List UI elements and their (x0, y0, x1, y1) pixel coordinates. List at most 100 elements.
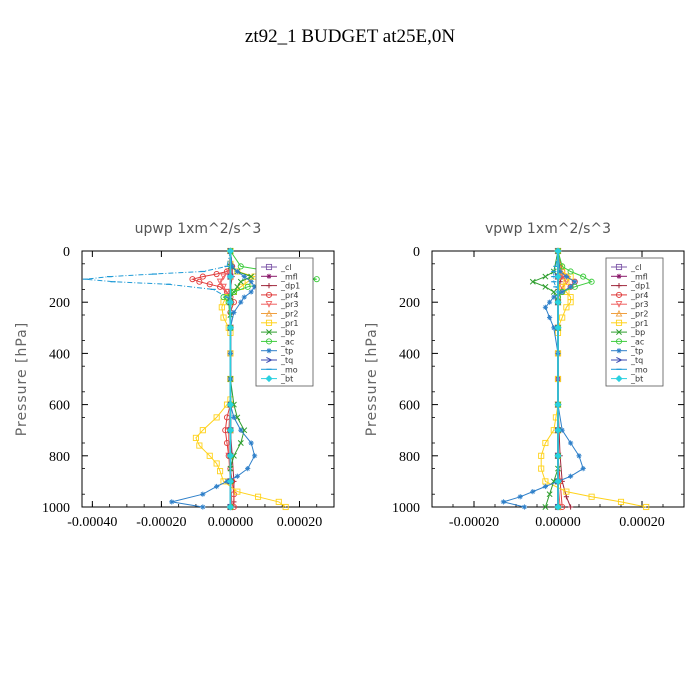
data-point (231, 309, 237, 316)
data-point (220, 314, 227, 321)
data-point (226, 273, 234, 281)
legend-marker (265, 319, 273, 326)
data-point (551, 325, 557, 331)
data-point (580, 273, 587, 280)
data-point (229, 263, 235, 269)
x-tick-label: 0.00020 (619, 515, 665, 530)
legend-box (605, 257, 664, 387)
data-point (234, 488, 241, 495)
data-point (559, 427, 565, 433)
data-point (220, 283, 227, 291)
y-tick-label: 400 (49, 347, 70, 362)
data-point (554, 477, 562, 485)
data-point (530, 489, 536, 495)
data-point (500, 499, 506, 505)
y-tick-label: 600 (49, 399, 70, 414)
data-point (547, 299, 553, 305)
data-point (568, 284, 574, 290)
legend-label: _mo (630, 365, 648, 374)
plot-frame (81, 250, 335, 508)
data-point (234, 473, 240, 479)
legend-marker (265, 375, 273, 383)
y-axis-label: Pressure [hPa] (364, 322, 380, 436)
legend-label: _dp1 (280, 282, 300, 291)
legend-marker (266, 283, 272, 289)
y-tick-label: 1000 (42, 501, 70, 516)
data-point (238, 299, 244, 305)
data-point (248, 273, 255, 280)
data-point (234, 268, 240, 275)
data-point (226, 298, 234, 306)
y-tick-label: 0 (63, 245, 70, 260)
data-point (217, 468, 224, 475)
legend-marker (615, 263, 623, 271)
data-point (226, 401, 234, 409)
data-point (554, 503, 562, 511)
data-point (559, 314, 566, 321)
data-point (213, 460, 220, 467)
legend-marker (266, 348, 272, 354)
y-axis-label: Pressure [hPa] (14, 322, 30, 436)
data-point (563, 494, 569, 500)
data-point (196, 278, 203, 285)
x-tick-label: -0.00020 (449, 515, 499, 530)
vpwp-panel: vpwp 1xm^2/s^3 Pressure [hPa] 0 200 400 600 80… (364, 221, 685, 530)
data-point (238, 427, 244, 433)
y-tick-label: 600 (399, 399, 420, 414)
data-point (538, 465, 545, 472)
legend-label: _ac (630, 337, 644, 346)
data-point (542, 483, 548, 490)
legend-label: _pr4 (630, 291, 648, 300)
legend-label: _pr3 (280, 300, 298, 309)
data-point (554, 401, 562, 409)
data-point (588, 493, 595, 500)
legend-marker (265, 338, 273, 345)
legend-marker (266, 329, 272, 336)
data-point (542, 504, 549, 510)
legend: _cl_mfl_dp1_pr4_pr3_pr2_pr1_bp_ac_tp_tq_… (605, 257, 664, 387)
data-point (568, 504, 574, 510)
data-point (557, 268, 563, 275)
legend-marker (266, 356, 273, 364)
data-point (576, 453, 582, 459)
data-point (252, 453, 258, 459)
data-point (567, 268, 574, 275)
series-bt (554, 247, 562, 511)
legend-label: _bt (280, 375, 293, 384)
legend-label: _pr2 (630, 310, 648, 319)
data-point (517, 494, 523, 500)
legend-label: _tq (630, 356, 643, 365)
data-point (580, 466, 586, 472)
data-point (255, 493, 262, 500)
data-point (550, 289, 557, 295)
data-point (226, 247, 234, 255)
data-point (241, 274, 247, 280)
legend-marker (265, 263, 273, 271)
data-point (220, 273, 227, 281)
data-point (218, 304, 225, 311)
legend-marker (616, 356, 623, 364)
data-point (313, 276, 320, 283)
legend-label: _pr4 (280, 291, 298, 300)
data-point (572, 279, 578, 285)
legend-marker (615, 375, 623, 383)
legend-label: _tp (630, 347, 643, 356)
data-point (542, 273, 549, 280)
data-point (542, 283, 549, 290)
data-point (547, 314, 553, 321)
data-point (192, 434, 199, 441)
legend-marker (265, 309, 273, 317)
legend-label: _pr3 (630, 300, 648, 309)
legend-label: _mo (280, 365, 298, 374)
data-point (521, 504, 527, 510)
panel-title: upwp 1xm^2/s^3 (135, 221, 262, 237)
legend: _cl_mfl_dp1_pr4_pr3_pr2_pr1_bp_ac_tp_tq_… (255, 257, 314, 387)
y-tick-label: 1000 (392, 501, 420, 516)
legend-label: _tq (280, 356, 293, 365)
legend-marker (615, 309, 623, 317)
data-point (588, 278, 595, 285)
legend-label: _cl (280, 263, 292, 272)
data-point (563, 488, 570, 495)
x-tick-label: -0.00020 (136, 515, 186, 530)
